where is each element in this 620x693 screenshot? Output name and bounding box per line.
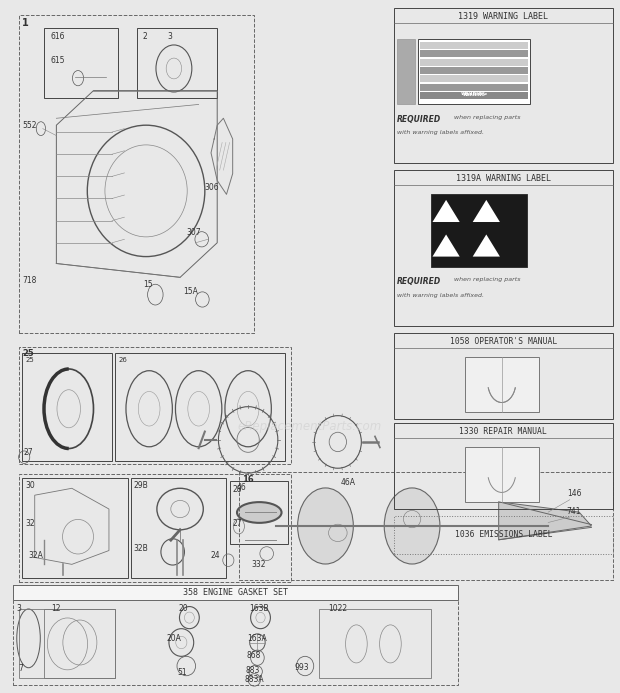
Bar: [394, 170, 613, 326]
Text: 1058 OPERATOR'S MANUAL: 1058 OPERATOR'S MANUAL: [450, 337, 557, 346]
Bar: [420, 59, 528, 66]
Bar: [319, 609, 431, 678]
Text: 163A: 163A: [247, 633, 267, 642]
Text: eReplacementParts.com: eReplacementParts.com: [238, 419, 382, 432]
Polygon shape: [498, 502, 591, 540]
Bar: [22, 353, 112, 461]
Text: 16: 16: [242, 475, 254, 484]
Text: 883A: 883A: [244, 675, 264, 684]
Bar: [239, 473, 613, 579]
Text: 358 ENGINE GASKET SET: 358 ENGINE GASKET SET: [184, 588, 288, 597]
Text: with warning labels affixed.: with warning labels affixed.: [397, 292, 484, 297]
Text: 615: 615: [50, 56, 64, 65]
Text: 306: 306: [205, 183, 219, 192]
Bar: [420, 84, 528, 91]
Text: 552: 552: [22, 121, 37, 130]
Text: 741: 741: [567, 507, 581, 516]
Bar: [394, 8, 613, 164]
Text: WARNING: WARNING: [461, 91, 487, 96]
Bar: [394, 423, 613, 509]
Bar: [420, 51, 528, 58]
Text: 28: 28: [232, 485, 242, 494]
Text: 20A: 20A: [167, 633, 182, 642]
Bar: [397, 39, 415, 105]
Text: with warning labels affixed.: with warning labels affixed.: [397, 130, 484, 135]
Bar: [420, 67, 528, 74]
Text: 25: 25: [25, 357, 34, 363]
Text: 1036 EMISSIONS LABEL: 1036 EMISSIONS LABEL: [454, 530, 552, 539]
Bar: [19, 15, 254, 333]
Text: 15A: 15A: [183, 287, 198, 296]
Text: 51: 51: [177, 668, 187, 677]
Text: 27: 27: [24, 448, 33, 457]
Text: 1: 1: [22, 18, 29, 28]
Bar: [22, 478, 128, 578]
Bar: [115, 353, 285, 461]
Ellipse shape: [237, 502, 281, 523]
Text: 2: 2: [143, 32, 148, 41]
Text: 12: 12: [51, 604, 61, 613]
Polygon shape: [433, 200, 459, 222]
Text: WARNING: WARNING: [463, 94, 485, 98]
Text: 32B: 32B: [134, 543, 148, 552]
Text: 24: 24: [211, 551, 220, 560]
Text: 32: 32: [25, 519, 35, 528]
Text: 868: 868: [246, 651, 260, 660]
Text: 1330 REPAIR MANUAL: 1330 REPAIR MANUAL: [459, 427, 547, 436]
Bar: [420, 42, 528, 49]
Text: REQUIRED: REQUIRED: [397, 115, 441, 124]
Ellipse shape: [384, 488, 440, 564]
Text: 883: 883: [245, 666, 259, 675]
Ellipse shape: [298, 488, 353, 564]
Polygon shape: [433, 234, 459, 256]
Polygon shape: [472, 200, 500, 222]
Text: 146: 146: [567, 489, 581, 498]
Text: 307: 307: [186, 228, 201, 237]
Text: 1022: 1022: [329, 604, 348, 613]
Text: 163B: 163B: [249, 604, 269, 613]
Bar: [19, 475, 291, 581]
Bar: [19, 346, 291, 464]
Text: 993: 993: [294, 663, 309, 672]
Bar: [420, 76, 528, 82]
Text: when replacing parts: when replacing parts: [452, 277, 521, 282]
Bar: [418, 39, 529, 105]
Text: 25: 25: [22, 349, 34, 358]
Text: 1319A WARNING LABEL: 1319A WARNING LABEL: [456, 174, 551, 183]
Bar: [137, 28, 217, 98]
Text: 30: 30: [25, 482, 35, 491]
Bar: [13, 585, 458, 685]
Text: 616: 616: [50, 32, 64, 41]
Text: 718: 718: [22, 277, 37, 286]
Bar: [13, 585, 458, 600]
Bar: [464, 447, 539, 502]
Text: 15: 15: [143, 280, 153, 289]
Text: 46A: 46A: [341, 478, 356, 487]
Text: 32A: 32A: [29, 550, 43, 559]
Text: 3: 3: [16, 604, 21, 613]
Text: 1319 WARNING LABEL: 1319 WARNING LABEL: [458, 12, 548, 21]
Text: 332: 332: [251, 560, 266, 569]
Polygon shape: [472, 234, 500, 256]
Text: 3: 3: [168, 32, 172, 41]
Text: 29B: 29B: [134, 482, 148, 491]
Bar: [394, 516, 613, 554]
Bar: [44, 28, 118, 98]
Text: 46: 46: [237, 483, 247, 492]
Text: 26: 26: [118, 357, 127, 363]
Text: 27: 27: [232, 519, 242, 528]
Bar: [19, 609, 115, 678]
Text: 7: 7: [18, 664, 23, 673]
Text: REQUIRED: REQUIRED: [397, 277, 441, 286]
Bar: [394, 333, 613, 419]
Text: 20: 20: [179, 604, 188, 613]
Bar: [464, 357, 539, 412]
Bar: [131, 478, 226, 578]
Bar: [229, 482, 288, 543]
Bar: [420, 92, 528, 99]
Bar: [431, 194, 526, 267]
Text: when replacing parts: when replacing parts: [452, 115, 521, 120]
Bar: [44, 609, 115, 678]
